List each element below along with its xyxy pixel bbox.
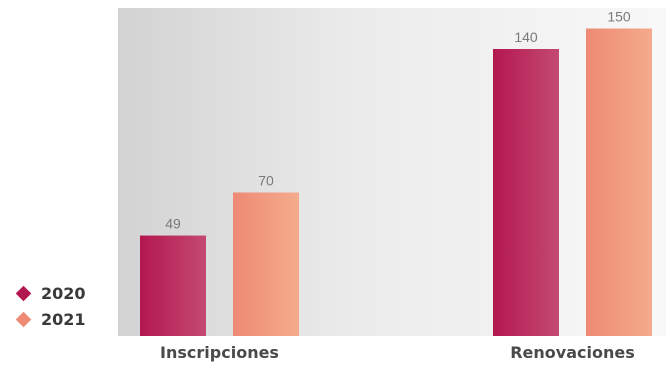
diamond-icon xyxy=(15,311,32,327)
legend: 2020 2021 xyxy=(12,280,86,332)
value-label-renovaciones-2021: 150 xyxy=(607,9,631,25)
legend-label-2021: 2021 xyxy=(41,309,86,329)
legend-label-2020: 2020 xyxy=(41,283,86,303)
bar-inscripciones-2021 xyxy=(233,192,299,336)
bar-renovaciones-2020 xyxy=(493,49,559,336)
category-label-renovaciones: Renovaciones xyxy=(510,343,635,362)
bar-renovaciones-2021 xyxy=(586,28,652,336)
plot-background xyxy=(118,8,666,336)
diamond-icon xyxy=(15,285,32,301)
value-label-inscripciones-2021: 70 xyxy=(258,173,274,189)
value-label-renovaciones-2020: 140 xyxy=(514,29,538,45)
legend-item-2020: 2020 xyxy=(12,280,86,306)
category-label-inscripciones: Inscripciones xyxy=(160,343,279,362)
legend-item-2021: 2021 xyxy=(12,306,86,332)
value-label-inscripciones-2020: 49 xyxy=(165,216,181,232)
bar-inscripciones-2020 xyxy=(140,235,206,336)
